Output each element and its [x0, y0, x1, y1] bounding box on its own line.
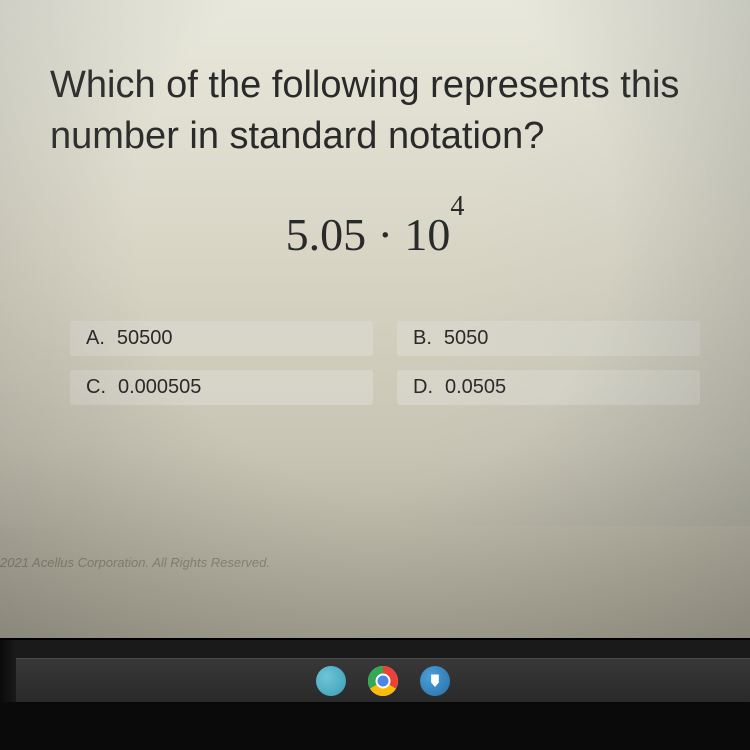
- answer-option-b[interactable]: B. 5050: [397, 321, 700, 356]
- answer-option-d[interactable]: D. 0.0505: [397, 370, 700, 405]
- answer-letter: C.: [86, 376, 106, 399]
- chrome-icon[interactable]: [368, 666, 398, 696]
- expression-mantissa: 10: [404, 209, 450, 260]
- expression-exponent: 4: [450, 191, 464, 222]
- laptop-hinge: [0, 702, 750, 750]
- answer-option-a[interactable]: A. 50500: [70, 321, 373, 356]
- math-expression: 5.05 · 104: [40, 208, 710, 261]
- copyright-text: 2021 Acellus Corporation. All Rights Res…: [0, 555, 270, 570]
- answer-option-c[interactable]: C. 0.000505: [70, 370, 373, 405]
- expression-operator: ·: [378, 209, 405, 260]
- taskbar: [16, 658, 750, 702]
- app-icon[interactable]: [316, 666, 346, 696]
- answer-value: 0.0505: [445, 376, 506, 399]
- answer-letter: A.: [86, 327, 105, 350]
- answer-letter: B.: [413, 327, 432, 350]
- files-icon[interactable]: [420, 666, 450, 696]
- screen-content: Which of the following represents this n…: [0, 0, 750, 640]
- question-prompt: Which of the following represents this n…: [50, 60, 720, 163]
- answer-value: 5050: [444, 327, 489, 350]
- answers-container: A. 50500 B. 5050 C. 0.000505 D. 0.0505: [50, 321, 720, 405]
- expression-base: 5.05: [286, 209, 367, 260]
- answer-value: 50500: [117, 327, 173, 350]
- answer-letter: D.: [413, 376, 433, 399]
- answer-value: 0.000505: [118, 376, 201, 399]
- quiz-content: Which of the following represents this n…: [20, 0, 750, 515]
